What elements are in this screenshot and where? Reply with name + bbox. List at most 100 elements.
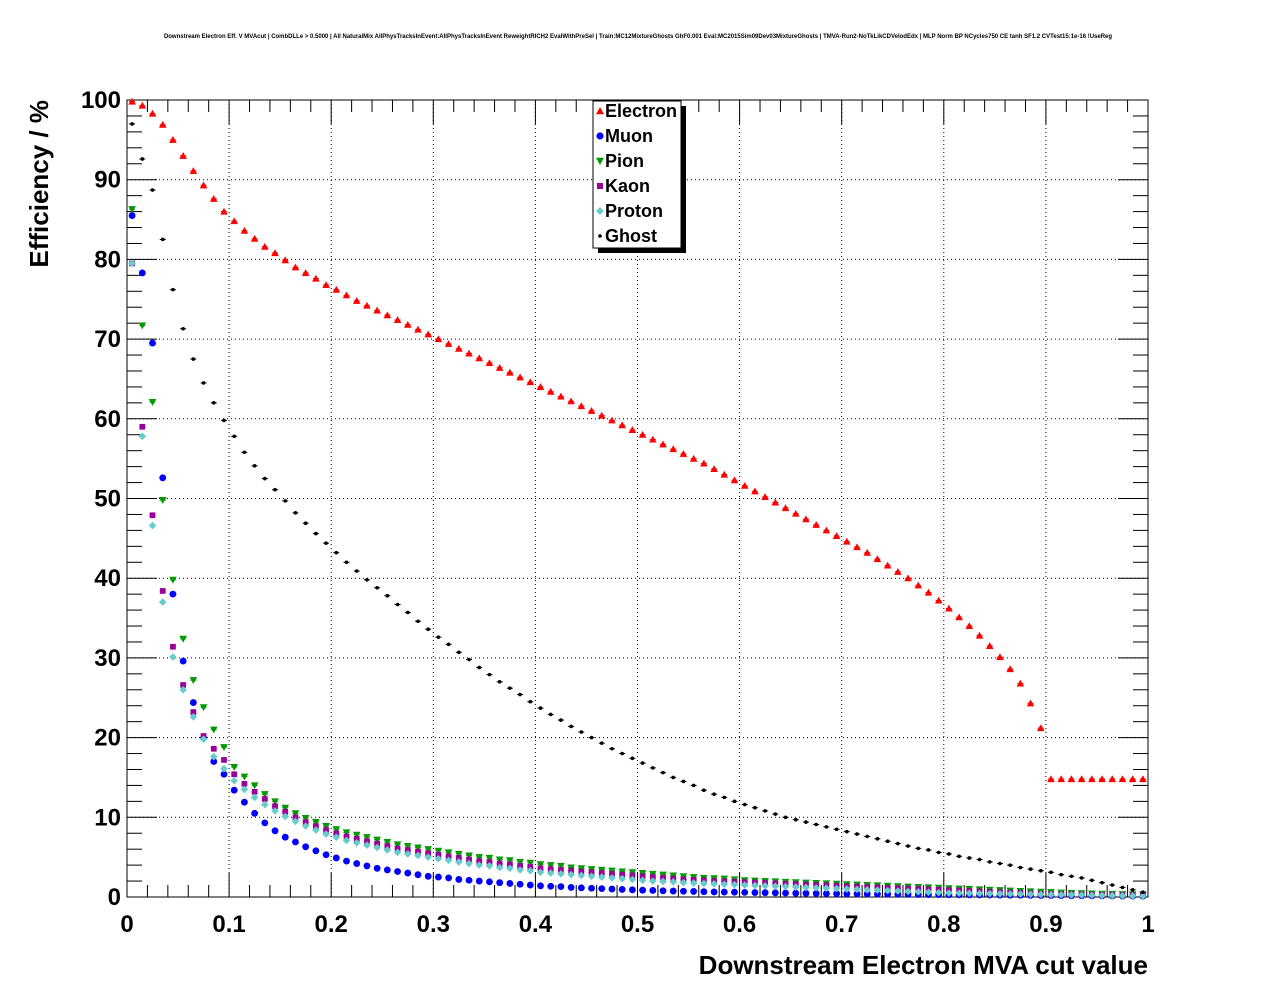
data-point: [526, 859, 535, 867]
data-point: [597, 873, 606, 881]
data-point: [465, 876, 473, 884]
data-point: [150, 188, 155, 192]
data-point: [1120, 885, 1125, 890]
data-point: [179, 151, 187, 159]
data-point: [179, 635, 187, 643]
y-tick-labels: 0 10 20 30 40 50 60 70 80 90 100: [81, 87, 121, 911]
data-point: [190, 709, 197, 715]
data-point: [291, 263, 300, 271]
y-axis-title: Efficiency / %: [24, 100, 54, 268]
data-point: [649, 435, 657, 443]
data-point: [508, 686, 512, 690]
data-point: [763, 809, 767, 813]
data-point: [301, 815, 310, 822]
data-point: [1100, 880, 1104, 885]
data-point: [1079, 876, 1084, 880]
data-point: [414, 325, 422, 333]
data-point: [567, 884, 575, 891]
data-point: [128, 97, 136, 105]
data-point: [671, 775, 676, 780]
data-point: [293, 511, 298, 515]
data-point: [649, 874, 656, 880]
data-point: [608, 416, 616, 424]
data-point: [916, 846, 921, 851]
data-point: [446, 642, 451, 647]
data-point: [751, 487, 759, 495]
data-point: [720, 880, 729, 889]
data-point: [158, 120, 167, 128]
data-point: [252, 464, 257, 468]
data-point: [210, 758, 218, 765]
data-point: [465, 852, 473, 860]
data-point: [730, 476, 739, 484]
data-point: [659, 877, 667, 886]
data-point: [148, 109, 157, 117]
data-point: [863, 890, 871, 898]
data-point: [567, 870, 575, 879]
data-point: [802, 889, 810, 897]
data-point: [415, 848, 421, 855]
legend-marker-muon: [596, 132, 604, 140]
data-point: [873, 886, 882, 895]
y-tick-label: 70: [94, 326, 121, 353]
data-point: [363, 301, 371, 309]
data-point: [628, 426, 637, 433]
data-point: [793, 817, 798, 822]
data-point: [333, 830, 340, 837]
data-point: [536, 868, 545, 877]
data-point: [680, 887, 687, 895]
data-point: [689, 879, 698, 887]
data-point: [957, 854, 961, 859]
data-point: [761, 889, 769, 897]
data-point: [485, 862, 494, 870]
data-point: [352, 831, 361, 839]
data-point: [444, 849, 453, 857]
data-point: [506, 368, 514, 376]
data-point: [272, 803, 278, 809]
data-point: [404, 869, 412, 877]
legend: Electron Muon Pion Kaon Proton Ghost: [592, 100, 686, 253]
y-tick-label: 10: [94, 804, 121, 831]
data-point: [384, 843, 391, 849]
data-point: [1047, 890, 1055, 899]
data-point: [700, 459, 708, 467]
data-point: [537, 882, 544, 890]
data-point: [536, 383, 545, 390]
data-point: [242, 450, 247, 455]
data-point: [403, 842, 412, 850]
x-tick-label: 0.6: [723, 911, 756, 938]
data-point: [1098, 891, 1106, 900]
data-point: [189, 167, 198, 174]
data-point: [271, 807, 279, 815]
data-point: [373, 843, 381, 852]
data-point: [965, 889, 974, 898]
data-point: [792, 889, 800, 897]
data-point: [496, 879, 504, 887]
data-point: [640, 761, 645, 765]
data-point: [302, 843, 310, 851]
data-point: [843, 537, 851, 545]
data-point: [526, 378, 535, 386]
data-point: [475, 854, 484, 861]
data-point: [740, 481, 749, 489]
data-point: [240, 226, 249, 234]
data-point: [393, 848, 402, 857]
data-point: [934, 888, 943, 897]
data-point: [181, 326, 185, 331]
data-point: [189, 677, 198, 685]
data-point: [1108, 891, 1117, 900]
data-point: [679, 450, 688, 457]
x-tick-labels: 0 0.1 0.2 0.3 0.4 0.5 0.6 0.7 0.8 0.9 1: [120, 911, 1154, 938]
data-point: [1038, 868, 1043, 873]
data-point: [312, 819, 320, 826]
data-point: [1088, 775, 1096, 783]
data-point: [639, 873, 646, 880]
data-point: [302, 819, 309, 825]
x-tick-label: 0.4: [519, 911, 553, 938]
data-point: [558, 867, 564, 873]
data-point: [485, 359, 494, 367]
data-point: [435, 851, 442, 858]
legend-label-ghost: Ghost: [605, 226, 657, 246]
data-point: [250, 234, 259, 242]
data-point: [261, 819, 269, 827]
